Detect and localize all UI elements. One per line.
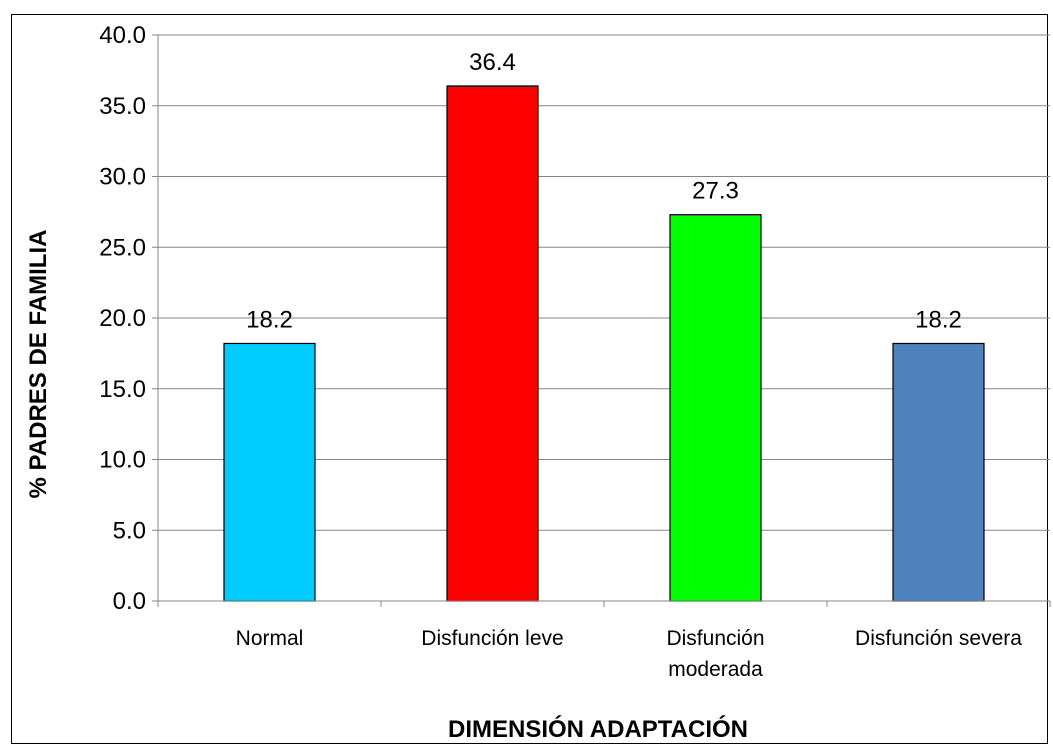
- x-tick-label: Disfunción severa: [855, 627, 1022, 650]
- x-tick-labels: Normal Disfunción leve Disfunción moderada D…: [236, 627, 1023, 681]
- x-tick-label: Disfunción moderada: [666, 627, 764, 681]
- bar-disfunción-severa: [892, 342, 985, 602]
- bar-disfunción-moderada: [669, 214, 762, 602]
- y-tick-label: 30.0: [99, 164, 146, 191]
- x-tick-label: Disfunción leve: [421, 627, 563, 650]
- y-tick-label: 35.0: [99, 93, 146, 120]
- y-tick-label: 10.0: [99, 447, 146, 474]
- y-tick-label: 40.0: [99, 22, 146, 49]
- bar-disfunción-leve: [446, 85, 539, 602]
- y-axis-title: % PADRES DE FAMILIA: [25, 230, 52, 499]
- y-tick-labels: 0.0 5.0 10.0 15.0 20.0 25.0 30.0 35.0 40.0: [99, 22, 146, 615]
- data-label: 18.2: [246, 306, 293, 333]
- x-axis-title: DIMENSIÓN ADAPTACIÓN: [448, 715, 748, 743]
- axes: [152, 34, 1051, 607]
- y-tick-label: 25.0: [99, 234, 146, 261]
- y-tick-label: 5.0: [113, 517, 146, 544]
- x-tick-label: Normal: [236, 627, 304, 650]
- data-label: 27.3: [692, 178, 739, 205]
- y-tick-label: 0.0: [113, 588, 146, 615]
- bar-normal: [223, 342, 316, 602]
- data-label: 36.4: [469, 49, 516, 76]
- y-tick-label: 20.0: [99, 305, 146, 332]
- y-tick-label: 15.0: [99, 376, 146, 403]
- bars: [223, 85, 985, 602]
- data-label: 18.2: [915, 306, 962, 333]
- chart-frame: [11, 14, 1048, 744]
- data-labels: 18.2 36.4 27.3 18.2: [246, 49, 962, 334]
